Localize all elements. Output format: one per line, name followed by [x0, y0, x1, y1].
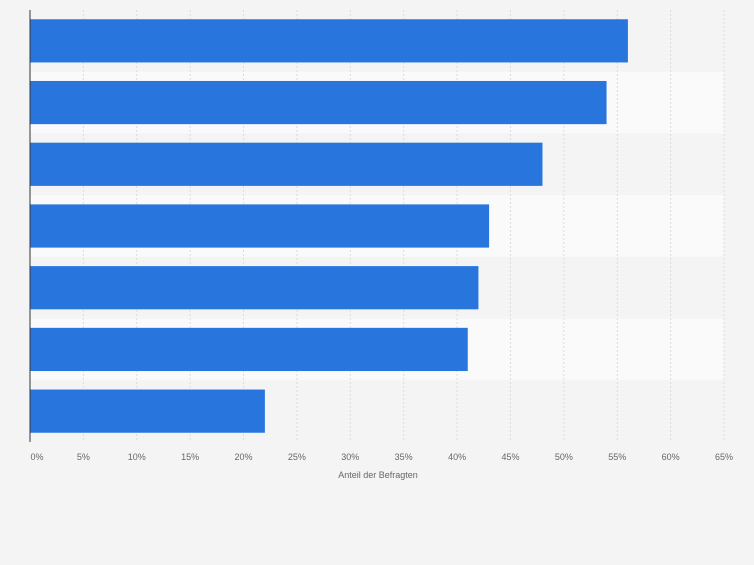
bar: [30, 142, 543, 186]
x-tick-label: 65%: [715, 452, 733, 462]
x-tick-label: 50%: [555, 452, 573, 462]
bar: [30, 19, 628, 63]
bars: [30, 19, 628, 433]
x-tick-label: 45%: [501, 452, 519, 462]
x-axis-ticks: 0% 5% 10% 15% 20% 25% 30% 35% 40% 45% 50% 55% 60% 65%: [30, 452, 733, 462]
bar: [30, 204, 490, 248]
x-tick-label: 20%: [235, 452, 253, 462]
x-tick-label: 10%: [128, 452, 146, 462]
bar: [30, 327, 468, 372]
bar: [30, 266, 479, 310]
x-tick-label: 35%: [395, 452, 413, 462]
x-tick-label: 40%: [448, 452, 466, 462]
x-tick-label: 60%: [662, 452, 680, 462]
x-tick-label: 5%: [77, 452, 90, 462]
x-axis-label: Anteil der Befragten: [338, 470, 418, 480]
x-tick-label: 55%: [608, 452, 626, 462]
x-tick-label: 0%: [30, 452, 43, 462]
x-tick-label: 15%: [181, 452, 199, 462]
bar: [30, 80, 607, 125]
x-tick-label: 25%: [288, 452, 306, 462]
bar: [30, 389, 265, 433]
x-tick-label: 30%: [341, 452, 359, 462]
